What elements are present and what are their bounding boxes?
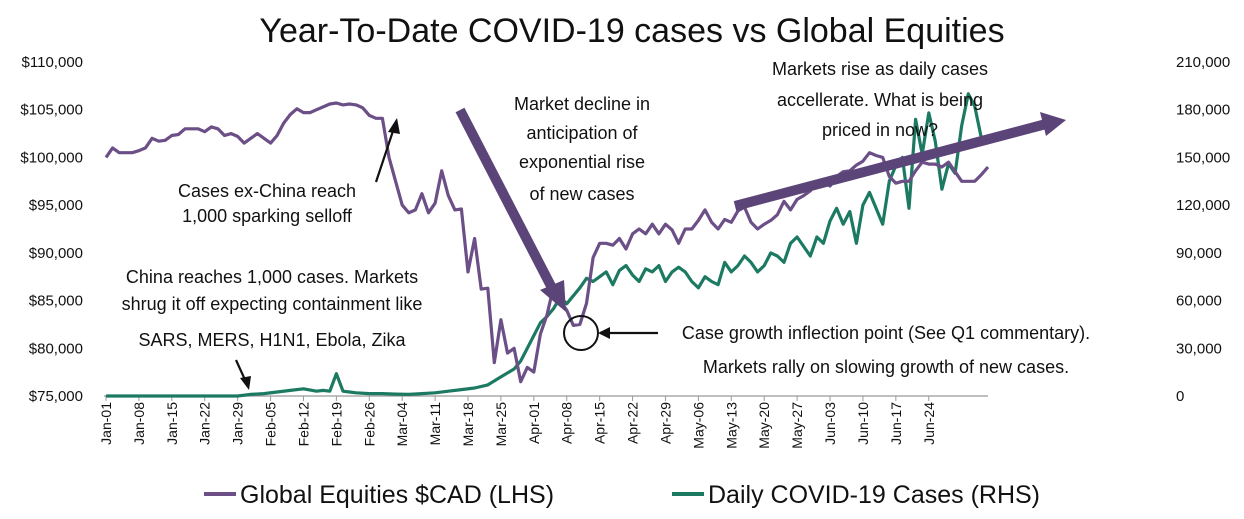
x-tick-label: May-06 [690, 402, 706, 449]
x-tick-label: Jun-17 [888, 402, 904, 445]
annotation-inflection-line1: Case growth inflection point (See Q1 com… [682, 323, 1090, 343]
x-tick-label: Jan-29 [230, 402, 246, 445]
x-tick-label: Mar-25 [493, 402, 509, 447]
inflection-circle [563, 315, 599, 351]
right-tick-label: 90,000 [1176, 245, 1222, 262]
right-tick-label: 0 [1176, 388, 1184, 405]
x-tick-label: May-27 [789, 402, 805, 449]
x-tick-label: Apr-08 [559, 402, 575, 444]
arrow-inflection [598, 327, 658, 339]
left-tick-label: $110,000 [22, 54, 83, 71]
annotation-rise-line2: accellerate. What is being [777, 90, 983, 110]
annotation-decline-line3: exponential rise [519, 152, 645, 172]
arrow-ex-china-selloff [374, 118, 400, 183]
x-axis: Jan-01 Jan-08 Jan-15 Jan-22 Jan-29 Feb-05 Feb-… [98, 396, 937, 449]
legend-label-daily-cases: Daily COVID-19 Cases (RHS) [708, 481, 1040, 509]
left-tick-label: $95,000 [29, 197, 83, 214]
annotation-ex-china-line1: Cases ex-China reach [178, 181, 356, 201]
x-tick-label: Feb-12 [295, 402, 311, 447]
annotation-decline-line2: anticipation of [526, 123, 638, 143]
x-tick-label: Jun-24 [921, 402, 937, 445]
x-tick-label: Apr-29 [657, 402, 673, 444]
right-tick-label: 120,000 [1176, 197, 1230, 214]
annotation-decline-line1: Market decline in [514, 94, 650, 114]
annotation-china-line2: shrug it off expecting containment like [122, 294, 423, 314]
chart-title: Year-To-Date COVID-19 cases vs Global Eq… [259, 12, 1004, 50]
x-tick-label: Jan-08 [131, 402, 147, 445]
annotation-ex-china-line2: 1,000 sparking selloff [182, 206, 353, 226]
right-tick-label: 30,000 [1176, 340, 1222, 357]
x-tick-label: Apr-22 [625, 402, 641, 444]
annotation-china-line3: SARS, MERS, H1N1, Ebola, Zika [138, 330, 406, 350]
x-tick-label: May-13 [723, 402, 739, 449]
x-tick-label: Apr-01 [526, 402, 542, 444]
x-tick-label: Feb-19 [328, 402, 344, 447]
left-tick-label: $100,000 [20, 149, 83, 166]
right-tick-label: 210,000 [1176, 54, 1230, 71]
right-tick-label: 180,000 [1176, 102, 1230, 119]
arrow-china-1000 [234, 359, 251, 390]
x-tick-label: Jan-22 [197, 402, 213, 445]
left-tick-label: $75,000 [29, 388, 83, 405]
legend-label-global-equities: Global Equities $CAD (LHS) [240, 481, 554, 509]
annotation-rise-line3: priced in now? [822, 120, 938, 140]
arrow-market-decline [455, 107, 566, 312]
x-tick-label: Jun-10 [855, 402, 871, 445]
x-tick-label: Jan-15 [164, 402, 180, 445]
left-tick-label: $105,000 [20, 102, 83, 119]
x-tick-label: Feb-05 [263, 402, 279, 447]
x-tick-label: Jun-03 [822, 402, 838, 445]
annotation-china-line1: China reaches 1,000 cases. Markets [126, 267, 418, 287]
right-tick-label: 60,000 [1176, 293, 1222, 310]
x-tick-label: Mar-04 [394, 402, 410, 447]
annotation-rise-line1: Markets rise as daily cases [772, 59, 988, 79]
x-tick-label: Jan-01 [98, 402, 114, 445]
x-tick-label: Feb-26 [361, 402, 377, 447]
annotation-inflection-line2: Markets rally on slowing growth of new c… [703, 357, 1069, 377]
x-tick-label: Mar-11 [427, 402, 443, 446]
legend: Global Equities $CAD (LHS) Daily COVID-1… [204, 481, 1040, 509]
x-tick-label: Mar-18 [460, 402, 476, 447]
left-axis: $75,000 $80,000 $85,000 $90,000 $95,000 $100,… [20, 54, 83, 405]
left-tick-label: $90,000 [29, 245, 83, 262]
left-tick-label: $85,000 [29, 293, 83, 310]
series-line-daily-cases [106, 92, 989, 398]
x-tick-label: May-20 [756, 402, 772, 449]
right-axis: 0 30,000 60,000 90,000 120,000 150,000 180,000… [1176, 54, 1230, 405]
left-tick-label: $80,000 [29, 340, 83, 357]
x-tick-label: Apr-15 [592, 402, 608, 444]
annotation-decline-line4: of new cases [529, 184, 634, 204]
right-tick-label: 150,000 [1176, 149, 1230, 166]
arrow-markets-rise [733, 112, 1066, 211]
